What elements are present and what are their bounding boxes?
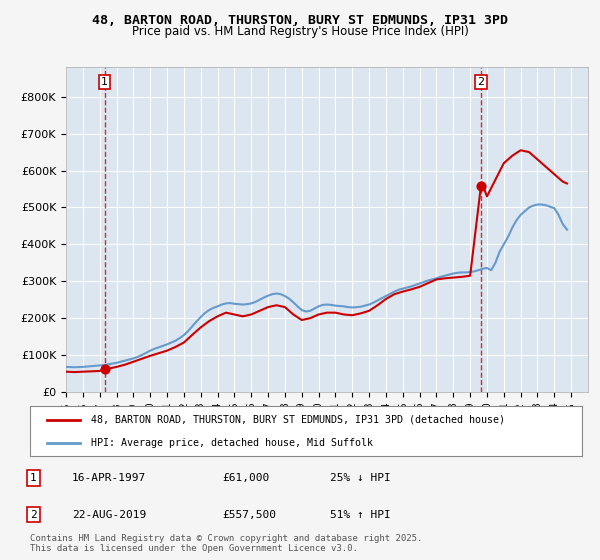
Text: 22-AUG-2019: 22-AUG-2019 [72, 510, 146, 520]
Text: 48, BARTON ROAD, THURSTON, BURY ST EDMUNDS, IP31 3PD: 48, BARTON ROAD, THURSTON, BURY ST EDMUN… [92, 14, 508, 27]
Text: 1: 1 [101, 77, 108, 87]
Text: 2: 2 [30, 510, 37, 520]
Text: 16-APR-1997: 16-APR-1997 [72, 473, 146, 483]
Text: 48, BARTON ROAD, THURSTON, BURY ST EDMUNDS, IP31 3PD (detached house): 48, BARTON ROAD, THURSTON, BURY ST EDMUN… [91, 414, 505, 424]
Text: 1: 1 [30, 473, 37, 483]
Text: Price paid vs. HM Land Registry's House Price Index (HPI): Price paid vs. HM Land Registry's House … [131, 25, 469, 38]
Text: 25% ↓ HPI: 25% ↓ HPI [330, 473, 391, 483]
Point [476, 182, 486, 191]
Text: 2: 2 [478, 77, 484, 87]
Text: £61,000: £61,000 [222, 473, 269, 483]
Point [100, 365, 109, 374]
Text: £557,500: £557,500 [222, 510, 276, 520]
Text: 51% ↑ HPI: 51% ↑ HPI [330, 510, 391, 520]
Text: HPI: Average price, detached house, Mid Suffolk: HPI: Average price, detached house, Mid … [91, 438, 373, 448]
Text: Contains HM Land Registry data © Crown copyright and database right 2025.
This d: Contains HM Land Registry data © Crown c… [30, 534, 422, 553]
